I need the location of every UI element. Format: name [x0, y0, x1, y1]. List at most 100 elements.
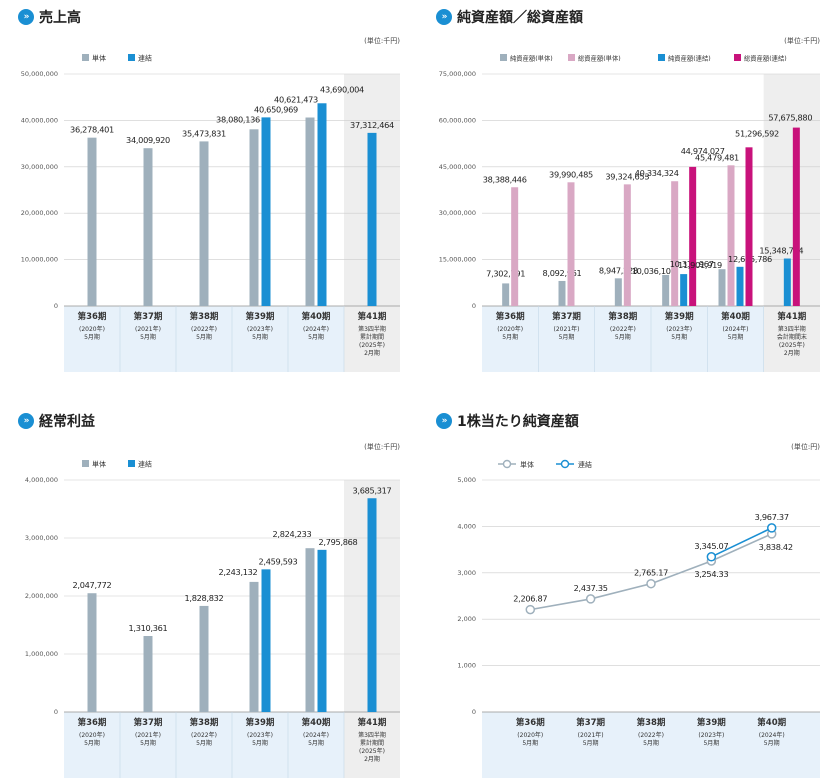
x-tick-label: (2022年) — [610, 325, 636, 333]
net-sales-chart: 0 10,000,000 20,000,000 30,000,000 40,000,00… — [21, 54, 400, 372]
x-tick-label: (2020年) — [497, 325, 523, 333]
data-point — [525, 604, 536, 615]
bar — [317, 549, 327, 712]
x-tick-label: (2021年) — [135, 731, 161, 739]
x-tick-label: (2022年) — [191, 325, 217, 333]
x-tick-label: 5月期 — [196, 333, 212, 341]
bar — [792, 127, 800, 306]
x-tick-label: (2023年) — [698, 731, 724, 739]
data-label: 2,206.87 — [513, 594, 547, 604]
x-tick-label: (2024年) — [303, 731, 329, 739]
x-tick-label: 第39期 — [246, 311, 275, 322]
y-tick-label: 0 — [472, 302, 476, 310]
bar — [305, 117, 315, 307]
x-tick-label: 第40期 — [721, 311, 750, 322]
bar — [783, 258, 791, 306]
x-tick-label: (2024年) — [303, 325, 329, 333]
data-label: 45,479,481 — [695, 152, 739, 162]
bar — [199, 141, 209, 306]
x-tick-label: 第40期 — [757, 717, 786, 728]
legend-swatch — [128, 460, 135, 467]
y-tick-label: 4,000 — [457, 522, 476, 530]
panel-title-net-sales: » 売上高 — [18, 6, 81, 28]
data-label: 44,974,027 — [681, 146, 725, 156]
data-label: 3,838.42 — [759, 542, 793, 552]
data-label: 2,795,868 — [319, 537, 358, 547]
bar — [249, 129, 259, 306]
data-label: 8,947,228 — [599, 265, 638, 275]
bps-chart: 01,0002,0003,0004,0005,000第36期(2020年)5月期… — [457, 459, 820, 778]
x-tick-label: 5月期 — [728, 333, 744, 341]
data-label: 2,459,593 — [259, 556, 298, 566]
bar — [87, 593, 97, 712]
bar — [567, 182, 575, 306]
y-tick-label: 0 — [472, 708, 476, 716]
data-label: 37,312,464 — [350, 120, 394, 130]
x-tick-label: 第39期 — [665, 311, 694, 322]
bar — [718, 269, 726, 306]
x-tick-label: 第40期 — [302, 717, 331, 728]
y-tick-label: 45,000,000 — [439, 163, 476, 171]
x-tick-label: 第37期 — [576, 717, 605, 728]
legend-label: 総資産額(単体) — [578, 54, 621, 63]
x-tick-label: 第38期 — [190, 717, 219, 728]
x-tick-label: (2022年) — [191, 731, 217, 739]
panel-title-text: 売上高 — [39, 10, 81, 26]
x-tick-label: 5月期 — [764, 739, 780, 747]
y-tick-label: 50,000,000 — [21, 70, 58, 78]
bar — [511, 187, 519, 306]
bar — [261, 117, 271, 306]
x-tick-label: (2023年) — [666, 325, 692, 333]
x-tick-label: (2025年) — [779, 341, 805, 349]
legend-marker — [560, 459, 570, 469]
data-label: 38,080,136 — [216, 114, 260, 124]
panel-ordinary-income: » 経常利益 (単位:千円) 0 1,000,000 2,000,000 3,000,… — [18, 410, 402, 778]
panel-bps: » 1株当たり純資産額 (単位:円) 0 1,000 2,000 3,000 4,000… — [436, 410, 822, 778]
y-tick-label: 20,000,000 — [21, 209, 58, 217]
legend-swatch — [658, 54, 665, 61]
data-label: 3,685,317 — [353, 485, 392, 495]
panel-title-text: 経常利益 — [39, 414, 95, 430]
legend-marker — [502, 459, 512, 469]
data-label: 34,009,920 — [126, 135, 170, 145]
unit-label: (単位:円) — [791, 443, 820, 451]
bar — [367, 498, 377, 712]
legend-swatch — [568, 54, 575, 61]
data-label: 40,650,969 — [254, 104, 298, 114]
x-tick-label: 5月期 — [522, 739, 538, 747]
x-tick-label: (2024年) — [759, 731, 785, 739]
ordinary-income-chart: 0 1,000,000 2,000,000 3,000,000 4,000,000 第36… — [25, 460, 400, 778]
data-label: 15,348,764 — [759, 246, 803, 256]
x-tick-label: 5月期 — [308, 333, 324, 341]
x-tick-label: 第40期 — [302, 311, 331, 322]
bar — [558, 280, 566, 306]
panel-title-text: 1株当たり純資産額 — [457, 414, 579, 430]
legend-label: 純資産額(連結) — [668, 54, 711, 63]
y-tick-label: 10,000,000 — [21, 256, 58, 264]
x-tick-label: 第41期 — [358, 717, 387, 728]
x-tick-label: (2020年) — [517, 731, 543, 739]
data-label: 2,243,132 — [219, 567, 258, 577]
bar — [317, 103, 327, 306]
highlight-column — [763, 74, 820, 372]
panel-title-bps: » 1株当たり純資産額 — [436, 410, 579, 432]
data-label: 10,036,101 — [632, 266, 676, 276]
x-tick-label: 第36期 — [516, 717, 545, 728]
x-tick-label: 第3四半期 — [778, 325, 806, 333]
x-tick-label: 5月期 — [615, 333, 631, 341]
data-label: 1,310,361 — [129, 623, 168, 633]
x-tick-label: 累計期間 — [360, 333, 384, 341]
series-line — [711, 527, 773, 558]
x-tick-label: (2020年) — [79, 325, 105, 333]
x-tick-label: (2025年) — [359, 747, 385, 755]
y-tick-label: 1,000,000 — [25, 650, 58, 658]
x-tick-label: 第36期 — [78, 717, 107, 728]
x-tick-label: 第37期 — [552, 311, 581, 322]
x-tick-label: 第38期 — [190, 311, 219, 322]
x-tick-label: (2025年) — [359, 341, 385, 349]
unit-label: (単位:千円) — [364, 443, 400, 451]
data-label: 1,828,832 — [185, 593, 224, 603]
bar — [367, 132, 377, 306]
legend-swatch — [128, 54, 135, 61]
data-label: 2,047,772 — [73, 580, 112, 590]
